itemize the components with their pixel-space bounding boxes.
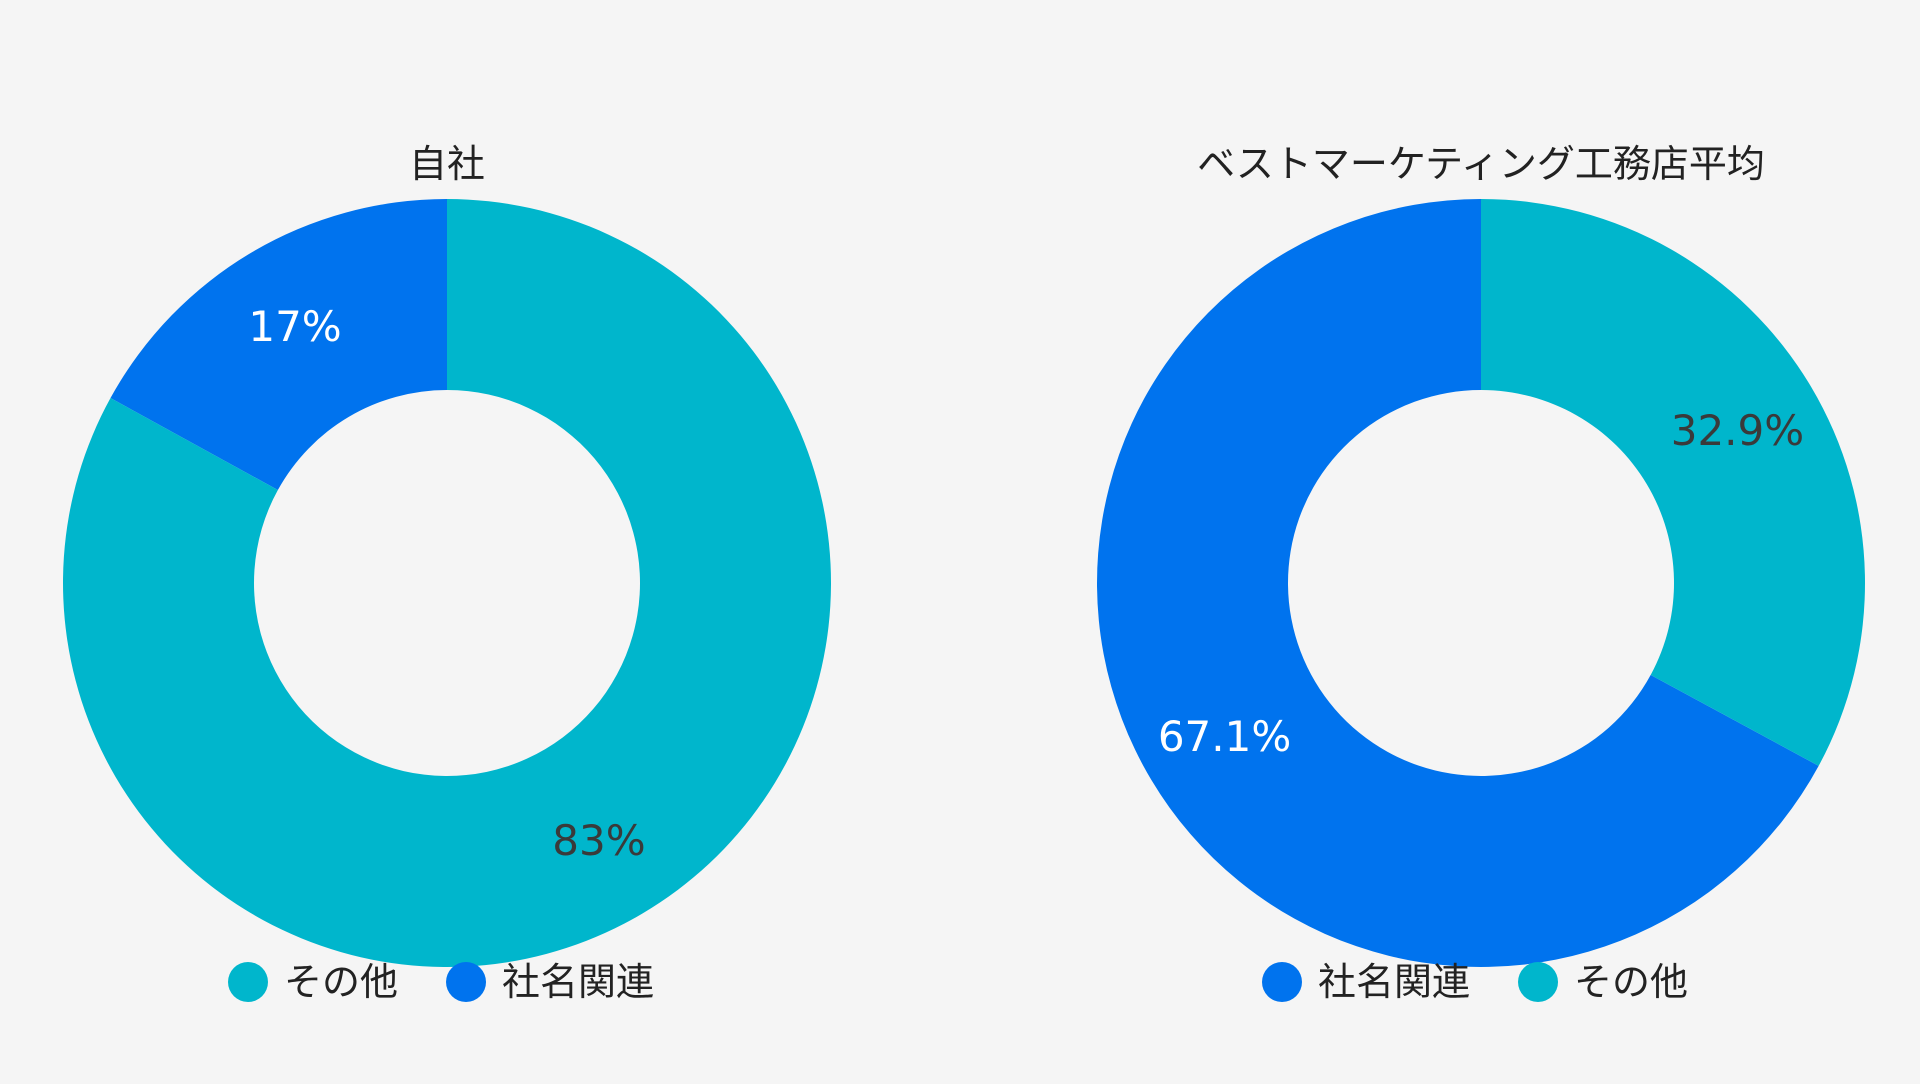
legend-item[interactable]: その他: [1518, 960, 1688, 1004]
slice-company-related[interactable]: [110, 199, 448, 491]
legend-swatch: [1518, 962, 1559, 1002]
slice-label: 67.1%: [1158, 712, 1291, 761]
legend-label: その他: [1574, 960, 1688, 1004]
chart-title: ベストマーケティング工務店平均: [1197, 142, 1765, 186]
legend-label: その他: [284, 960, 398, 1004]
legend-label: 社名関連: [502, 960, 654, 1004]
chart-title: 自社: [409, 142, 485, 186]
legend-swatch: [1262, 962, 1302, 1002]
donut-chart-1: 自社 17% 83% その他 社名関連: [62, 142, 831, 1004]
slice-label: 17%: [248, 302, 341, 351]
slice-other[interactable]: [62, 199, 831, 967]
legend-item[interactable]: その他: [228, 960, 398, 1004]
slice-label: 83%: [552, 816, 645, 865]
legend-item[interactable]: 社名関連: [1262, 960, 1470, 1004]
donut-chart-2: ベストマーケティング工務店平均 67.1% 32.9% 社名関連 その他: [1097, 142, 1865, 1004]
slice-other[interactable]: [1481, 199, 1865, 766]
slice-label: 32.9%: [1671, 406, 1804, 455]
slice-company-related[interactable]: [1097, 199, 1819, 968]
legend-item[interactable]: 社名関連: [446, 960, 654, 1004]
legend-label: 社名関連: [1318, 960, 1470, 1004]
legend-swatch: [228, 962, 268, 1002]
legend-swatch: [446, 962, 487, 1002]
